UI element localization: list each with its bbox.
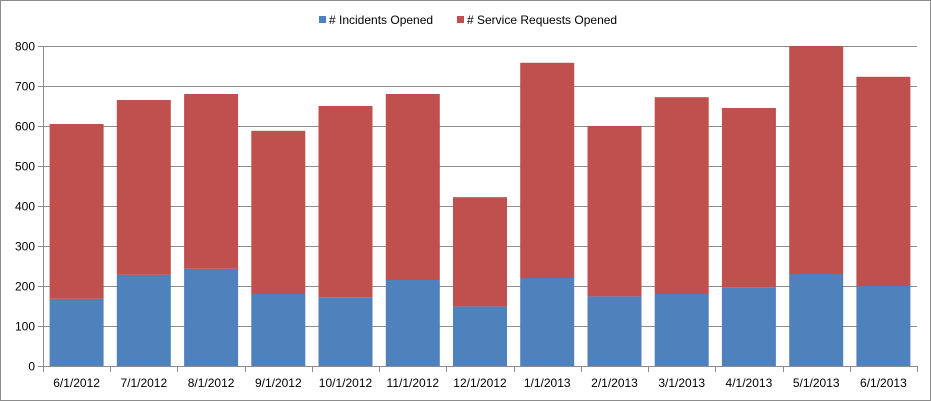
y-tick-label: 200: [15, 280, 35, 294]
bar-incidents: [721, 287, 776, 366]
bar-service-requests: [385, 94, 440, 280]
bar-service-requests: [789, 46, 844, 274]
x-tick-label: 5/1/2013: [793, 376, 840, 390]
x-tick-label: 4/1/2013: [726, 376, 773, 390]
bar-incidents: [184, 268, 239, 366]
bar-service-requests: [49, 124, 104, 299]
bar-service-requests: [721, 108, 776, 288]
legend-swatch: [319, 16, 326, 23]
x-tick-label: 3/1/2013: [658, 376, 705, 390]
x-tick-label: 8/1/2012: [188, 376, 235, 390]
axes: [38, 46, 918, 372]
bar-incidents: [318, 297, 373, 366]
bar-incidents: [385, 280, 440, 366]
y-tick-label: 0: [28, 360, 35, 374]
bar-incidents: [453, 306, 507, 366]
bar-service-requests: [184, 94, 239, 269]
x-tick-label: 11/1/2012: [387, 376, 440, 390]
x-tick-label: 12/1/2012: [453, 376, 507, 390]
x-tick-label: 2/1/2013: [591, 376, 638, 390]
bar-service-requests: [116, 100, 171, 275]
x-tick-label: 6/1/2013: [860, 376, 907, 390]
x-tick-labels: 6/1/2012 7/1/2012 8/1/2012 9/1/2012 10/1/201…: [53, 376, 907, 390]
bar-incidents: [116, 274, 171, 366]
legend-label: # Incidents Opened: [329, 13, 433, 27]
bar-service-requests: [318, 106, 373, 298]
x-tick-label: 10/1/2012: [319, 376, 373, 390]
bar-incidents: [587, 296, 642, 366]
y-tick-label: 700: [15, 80, 35, 94]
y-tick-label: 300: [15, 240, 35, 254]
y-tick-labels: 0 100 200 300 400 500 600 700 800: [15, 40, 35, 374]
y-tick-label: 400: [15, 200, 35, 214]
y-tick-label: 800: [15, 40, 35, 54]
bar-incidents: [520, 278, 575, 366]
legend-swatch: [457, 16, 464, 23]
legend-label: # Service Requests Opened: [467, 13, 617, 27]
bar-incidents: [856, 286, 911, 366]
bar-incidents: [789, 274, 844, 366]
x-tick-label: 6/1/2012: [53, 376, 100, 390]
bar-incidents: [251, 294, 306, 366]
y-tick-label: 600: [15, 120, 35, 134]
y-tick-label: 500: [15, 160, 35, 174]
bar-service-requests: [654, 97, 709, 294]
bar-service-requests: [251, 130, 306, 294]
bar-incidents: [49, 298, 104, 366]
x-tick-label: 7/1/2012: [120, 376, 167, 390]
bar-service-requests: [856, 76, 911, 286]
legend: # Incidents Opened # Service Requests Ope…: [319, 13, 617, 27]
x-tick-label: 1/1/2013: [524, 376, 571, 390]
x-tick-label: 9/1/2012: [255, 376, 302, 390]
y-tick-label: 100: [15, 320, 35, 334]
bars: [49, 46, 911, 366]
bar-service-requests: [587, 126, 642, 297]
bar-service-requests: [453, 197, 507, 307]
bar-incidents: [654, 294, 709, 366]
bar-service-requests: [520, 62, 575, 278]
